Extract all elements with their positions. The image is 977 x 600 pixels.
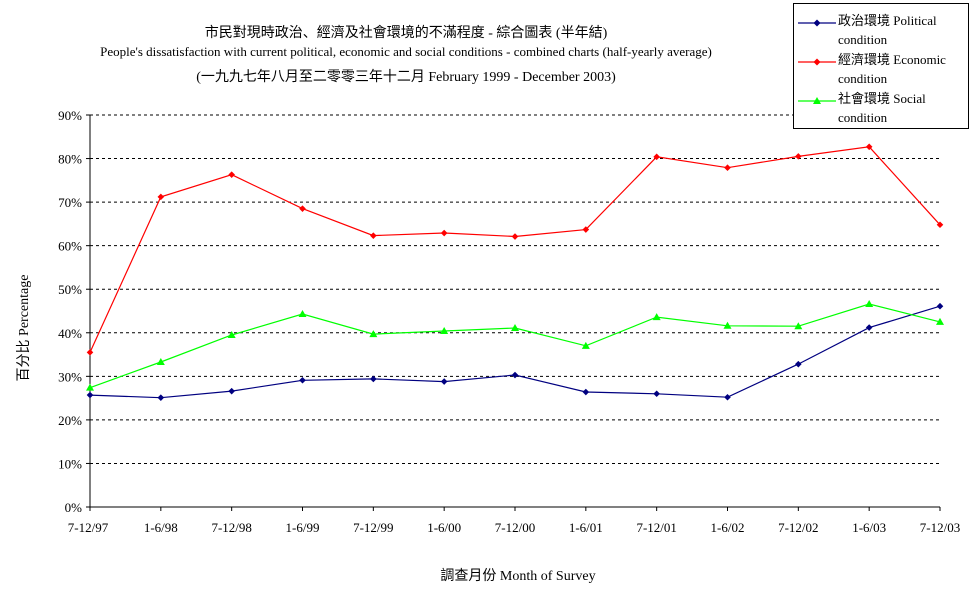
axes [86,114,941,511]
data-point [652,313,661,321]
data-point [511,233,519,240]
x-tick-label: 1-6/03 [852,520,886,535]
data-point [299,376,306,384]
y-tick-label: 0% [65,500,83,515]
x-tick-label: 7-12/02 [778,520,818,535]
data-point [369,330,378,338]
data-point [86,391,94,399]
data-point [370,375,377,383]
series-group [86,143,944,401]
x-axis-label: 調查月份 Month of Survey [440,568,595,584]
data-point [582,226,590,233]
legend-item-economic: 經濟環境 Economic condition [794,49,970,87]
data-point [440,378,448,385]
legend-swatch-social [798,97,836,104]
data-point [582,388,590,396]
x-tick-label: 1-6/98 [144,520,178,535]
chart-title-english: People's dissatisfaction with current po… [100,44,712,59]
data-point [227,330,236,338]
data-point [936,221,944,229]
data-point [511,323,519,331]
data-point [581,341,590,349]
data-point [724,164,731,172]
data-point [228,387,235,395]
x-tick-label: 7-12/99 [353,520,393,535]
data-point [298,310,307,318]
data-point [724,393,731,401]
x-tick-label: 1-6/02 [711,520,745,535]
y-tick-label: 50% [58,282,82,297]
data-point [86,349,94,356]
y-tick-label: 60% [58,239,82,254]
data-point [936,302,944,310]
data-point [723,321,732,329]
x-tick-label: 7-12/00 [495,520,535,535]
y-tick-label: 40% [58,326,82,341]
x-tick-labels: 7-12/97 1-6/98 7-12/98 1-6/99 7-12/99 1-6/00 7… [68,520,960,535]
legend: 政治環境 Political condition 經濟環境 Economic c… [793,3,969,129]
data-point [440,229,448,237]
data-point [794,322,803,330]
x-tick-label: 1-6/00 [427,520,461,535]
x-tick-label: 1-6/99 [286,520,320,535]
data-point [795,360,802,368]
data-point [299,205,306,212]
x-tick-label: 7-12/97 [68,520,109,535]
y-axis-label: 百分比 Percentage [16,275,32,382]
data-point [653,153,660,161]
data-point [228,171,235,178]
series-1 [86,143,944,356]
data-point [157,394,165,401]
data-point [370,232,377,239]
y-tick-label: 20% [58,413,82,428]
x-tick-label: 7-12/98 [211,520,251,535]
data-point [865,300,874,308]
x-tick-label: 1-6/01 [569,520,603,535]
chart-subtitle-period: (一九九七年八月至二零零三年十二月 February 1999 - Decemb… [196,70,616,85]
data-point [440,327,449,335]
data-point [156,357,165,365]
chart-title-chinese: 市民對現時政治、經濟及社會環境的不滿程度 - 綜合圖表 (半年結) [204,26,608,41]
data-point [511,371,519,379]
y-tick-labels: 0% 10% 20% 30% 40% 50% 60% 70% 80% 90% [58,108,82,515]
legend-item-political: 政治環境 Political condition [794,10,970,48]
series-0 [86,302,944,401]
series-line [89,305,941,399]
legend-label-economic: 經濟環境 Economic condition [838,52,946,86]
data-point [653,390,660,398]
x-tick-label: 7-12/01 [636,520,676,535]
data-point [865,324,873,331]
series-2 [86,300,944,391]
legend-label-social: 社會環境 Social condition [838,91,926,125]
y-tick-label: 70% [58,195,82,210]
legend-item-social: 社會環境 Social condition [794,88,970,126]
y-tick-label: 30% [58,369,82,384]
data-point [936,317,944,325]
y-tick-label: 10% [58,456,82,471]
legend-label-political: 政治環境 Political condition [838,13,937,47]
legend-swatch-political [798,19,836,27]
y-tick-label: 80% [58,152,82,167]
y-tick-label: 90% [58,108,82,123]
legend-swatch-economic [798,58,836,66]
gridlines [90,114,940,464]
data-point [795,153,802,160]
data-point [86,383,94,391]
data-point [865,143,873,151]
x-tick-label: 7-12/03 [920,520,960,535]
data-point [157,193,165,201]
